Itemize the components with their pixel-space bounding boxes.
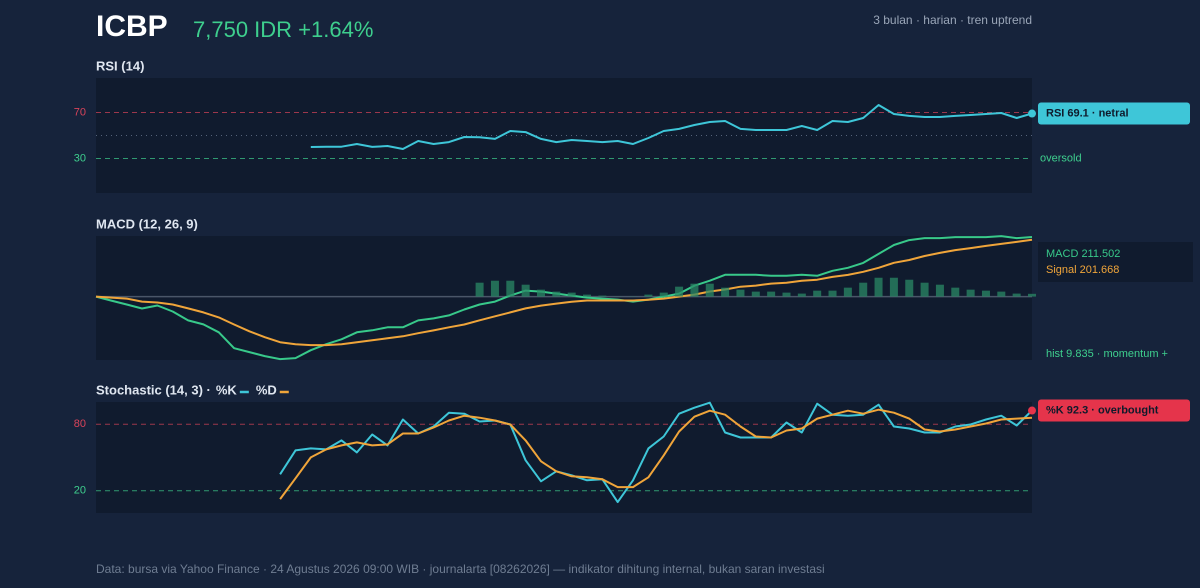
panel-title: RSI (14) xyxy=(96,58,144,73)
annotation: oversold xyxy=(1040,152,1082,164)
legend-entry: hist 9.835 · momentum + xyxy=(1046,348,1168,360)
badge xyxy=(1038,399,1190,422)
hist-bar xyxy=(751,291,760,297)
badge-text: %K 92.3 · overbought xyxy=(1046,404,1159,416)
meta: 3 bulan · harian · tren uptrend xyxy=(873,13,1032,27)
legend-entry: %D xyxy=(256,382,277,397)
series-line xyxy=(279,401,1033,504)
hist-bar xyxy=(859,282,868,297)
hist-bar xyxy=(475,282,484,297)
hist-bar xyxy=(705,283,714,297)
hist-bar xyxy=(506,280,515,297)
y-tick-label: 70 xyxy=(74,106,86,118)
y-tick-label: 20 xyxy=(74,485,86,497)
panel-title: Stochastic (14, 3) · xyxy=(96,382,211,397)
hist-bar xyxy=(659,292,668,297)
hist-bar xyxy=(721,287,730,297)
ticker: ICBP xyxy=(96,10,168,43)
series-line xyxy=(279,408,1033,500)
hist-bar xyxy=(782,292,791,297)
y-tick-label: 80 xyxy=(74,418,86,430)
hist-bar xyxy=(828,290,837,297)
hist-bar xyxy=(567,292,576,297)
end-dot xyxy=(1028,406,1036,415)
badge xyxy=(1038,102,1190,125)
series-line xyxy=(95,238,1033,347)
hist-bar xyxy=(997,291,1006,297)
hist-bar xyxy=(490,280,499,297)
hist-bar xyxy=(1012,293,1021,297)
hist-bar xyxy=(797,293,806,297)
hist-bar xyxy=(966,289,975,297)
hist-bar xyxy=(889,277,898,297)
hist-bar xyxy=(675,286,684,297)
price: 7,750 IDR +1.64% xyxy=(193,17,373,42)
hist-bar xyxy=(951,287,960,297)
panel xyxy=(96,402,1032,513)
panel-title: MACD (12, 26, 9) xyxy=(96,216,198,231)
hist-bar xyxy=(736,289,745,297)
series-line xyxy=(310,104,1033,150)
hist-bar xyxy=(644,294,653,297)
hist-bar xyxy=(843,287,852,297)
hist-bar xyxy=(1028,293,1036,297)
hist-bar xyxy=(981,290,990,297)
hist-bar xyxy=(598,295,607,297)
badge-text: RSI 69.1 · netral xyxy=(1046,107,1129,119)
hist-bar xyxy=(552,291,561,297)
hist-bar xyxy=(905,279,914,297)
legend-box xyxy=(1038,242,1193,282)
legend-entry: MACD 211.502 xyxy=(1046,248,1120,260)
hist-bar xyxy=(813,290,822,297)
hist-bar xyxy=(920,282,929,297)
hist-bar xyxy=(521,284,530,297)
legend-entry: Signal 201.668 xyxy=(1046,264,1119,276)
hist-bar xyxy=(935,284,944,297)
legend-entry: %K xyxy=(216,382,238,397)
footer: Data: bursa via Yahoo Finance · 24 Agust… xyxy=(96,562,825,576)
panel xyxy=(96,236,1032,360)
hist-bar xyxy=(583,294,592,297)
y-tick-label: 30 xyxy=(74,152,86,164)
series-line xyxy=(95,235,1033,361)
hist-bar xyxy=(536,289,545,297)
hist-bar xyxy=(767,291,776,297)
hist-bar xyxy=(874,277,883,297)
hist-bar xyxy=(690,283,699,297)
end-dot xyxy=(1028,109,1036,118)
